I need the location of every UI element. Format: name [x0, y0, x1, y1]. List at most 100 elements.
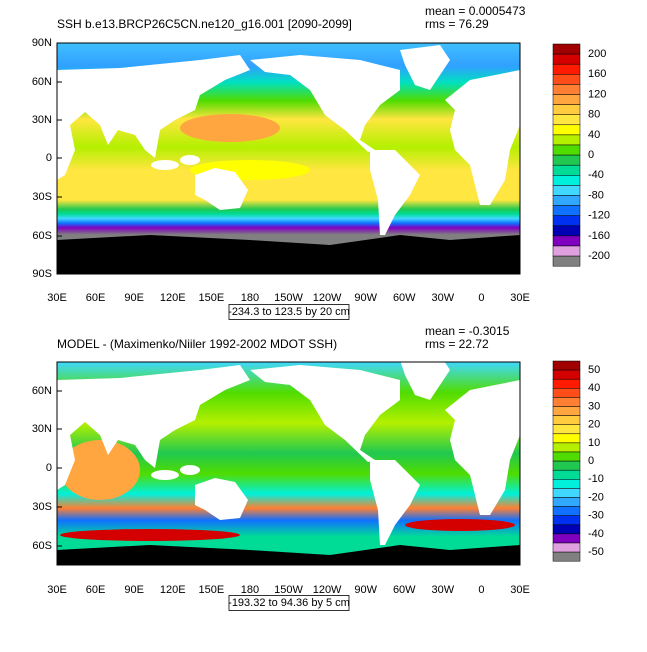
- lon-label: 150W: [274, 292, 303, 304]
- colorbar-label: -120: [588, 210, 610, 222]
- colorbar-label: 40: [588, 129, 600, 141]
- lon-label: 30W: [432, 292, 455, 304]
- lon-label: 180: [241, 584, 259, 596]
- colorbar-box: [552, 104, 581, 115]
- colorbar-box: [552, 533, 581, 544]
- lon-label: 60W: [393, 292, 416, 304]
- colorbar-box: [552, 488, 581, 498]
- range-note: -193.32 to 94.36 by 5 cm: [228, 597, 350, 609]
- colorbar-box: [552, 415, 581, 425]
- range-note-box: [228, 595, 350, 611]
- colorbar-label: 20: [588, 419, 600, 431]
- colorbar-box: [552, 433, 581, 444]
- colorbar-box: [552, 114, 581, 126]
- colorbar-box: [552, 205, 581, 216]
- colorbar-label: 200: [588, 48, 606, 60]
- colorbar-label: 160: [588, 68, 606, 80]
- lon-label: 60W: [393, 584, 416, 596]
- colorbar-label: 0: [588, 149, 594, 161]
- mean-label: mean = -0.3015: [425, 324, 510, 338]
- colorbar-box: [552, 245, 581, 257]
- colorbar-label: 50: [588, 364, 600, 376]
- lon-label: 120E: [160, 584, 186, 596]
- lat-label: 90N: [32, 37, 52, 49]
- field-patch: [60, 440, 140, 500]
- colorbar-box: [552, 225, 581, 237]
- colorbar-box: [552, 469, 581, 480]
- lon-label: 60E: [86, 584, 106, 596]
- lon-label: 120W: [313, 292, 342, 304]
- range-note-box: [228, 304, 350, 320]
- field-patch: [180, 114, 280, 142]
- lon-label: 30E: [510, 292, 530, 304]
- lon-label: 90W: [354, 584, 377, 596]
- colorbar-box: [552, 360, 581, 371]
- colorbar-label: 40: [588, 382, 600, 394]
- lon-label: 120W: [313, 584, 342, 596]
- colorbar-label: 10: [588, 437, 600, 449]
- colorbar-box: [552, 164, 581, 176]
- lat-label: 60S: [32, 230, 52, 242]
- lon-label: 30E: [47, 292, 67, 304]
- lat-label: 30S: [32, 501, 52, 513]
- lon-label: 180: [241, 292, 259, 304]
- colorbar-label: 30: [588, 400, 600, 412]
- map-1: [57, 43, 520, 274]
- colorbar-label: -80: [588, 189, 604, 201]
- colorbar-box: [552, 154, 581, 166]
- lon-label: 120E: [160, 292, 186, 304]
- colorbar-box: [552, 144, 581, 156]
- colorbar-box: [552, 63, 581, 75]
- colorbar-box: [552, 524, 581, 535]
- colorbar-label: 0: [588, 455, 594, 467]
- lat-label: 60N: [32, 76, 52, 88]
- lon-label: 0: [478, 584, 484, 596]
- lon-label: 30E: [510, 584, 530, 596]
- colorbar-box: [552, 378, 581, 389]
- colorbar-box: [552, 542, 581, 553]
- lat-label: 30N: [32, 423, 52, 435]
- colorbar-box: [552, 94, 581, 105]
- map-2: [57, 362, 520, 565]
- lon-label: 90W: [354, 292, 377, 304]
- mean-label: mean = 0.0005473: [425, 4, 526, 18]
- colorbar-box: [552, 175, 581, 186]
- lon-label: 150E: [198, 584, 224, 596]
- colorbar-box: [552, 388, 581, 398]
- lat-label: 0: [46, 462, 52, 474]
- colorbar-label: -20: [588, 491, 604, 503]
- colorbar-label: -160: [588, 230, 610, 242]
- colorbar-label: -30: [588, 510, 604, 522]
- range-note: -234.3 to 123.5 by 20 cm: [228, 306, 350, 318]
- panel-title: MODEL - (Maximenko/Niiler 1992-2002 MDOT…: [57, 337, 337, 351]
- rms-label: rms = 76.29: [425, 17, 489, 31]
- colorbar-label: -50: [588, 546, 604, 558]
- colorbar-box: [552, 369, 581, 380]
- colorbar-box: [552, 497, 581, 507]
- colorbar-box: [552, 551, 581, 562]
- colorbar-box: [552, 442, 581, 453]
- lat-label: 60N: [32, 385, 52, 397]
- colorbar-box: [552, 460, 581, 471]
- colorbar-label: 120: [588, 88, 606, 100]
- colorbar-label: 80: [588, 109, 600, 121]
- colorbar-box: [552, 406, 581, 416]
- lat-label: 30N: [32, 114, 52, 126]
- colorbar-label: -10: [588, 473, 604, 485]
- lat-label: 60S: [32, 540, 52, 552]
- colorbar-box: [552, 84, 581, 95]
- lon-label: 150E: [198, 292, 224, 304]
- colorbar-box: [552, 235, 581, 247]
- colorbar-label: -40: [588, 169, 604, 181]
- lon-label: 0: [478, 292, 484, 304]
- field-patch: [60, 529, 240, 541]
- colorbar-box: [552, 255, 581, 267]
- map-frame: [56, 361, 521, 566]
- panel-title: SSH b.e13.BRCP26C5CN.ne120_g16.001 [2090…: [57, 17, 352, 31]
- colorbar-box: [552, 515, 581, 526]
- colorbar-box: [552, 124, 581, 136]
- lat-label: 30S: [32, 191, 52, 203]
- colorbar-box: [552, 479, 581, 489]
- lon-label: 30W: [432, 584, 455, 596]
- colorbar-box: [552, 397, 581, 407]
